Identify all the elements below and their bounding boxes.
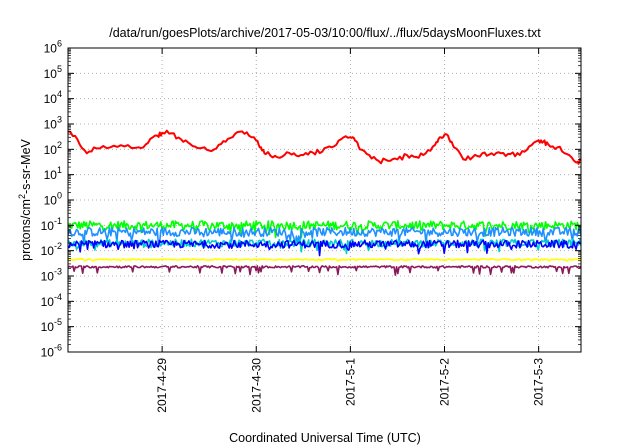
y-tick-label: 104 [44, 89, 62, 106]
series-line [68, 220, 581, 239]
y-tick-label: 10-5 [41, 317, 62, 334]
y-tick-label: 10-2 [41, 241, 62, 258]
y-tick-label-base: 10 [44, 118, 58, 132]
y-tick-label: 10-6 [41, 343, 62, 360]
y-tick-label-exp: -3 [54, 267, 62, 277]
series-line [68, 129, 581, 165]
series-group [68, 129, 581, 276]
y-axis: 10610510410310210110010-110-210-310-410-… [41, 39, 581, 360]
series-line [68, 265, 581, 276]
y-tick-label-exp: 2 [57, 140, 62, 150]
y-tick-label-exp: -2 [54, 241, 62, 251]
y-tick-label-base: 10 [41, 320, 55, 334]
y-tick-label: 101 [44, 165, 62, 182]
series-line [68, 239, 581, 257]
x-axis: 2017-4-29 2017-4-30 2017-5-1 2017-5-2 2017-5… [155, 48, 546, 413]
y-tick-label-base: 10 [41, 295, 55, 309]
x-tick-label: 2017-5-3 [532, 358, 546, 406]
x-tick-label: 2017-5-2 [438, 358, 452, 406]
series-line [68, 226, 581, 247]
y-tick-label: 10-3 [41, 267, 62, 284]
y-tick-label-base: 10 [44, 168, 58, 182]
y-tick-label-base: 10 [44, 194, 58, 208]
y-tick-label: 102 [44, 140, 62, 157]
y-tick-label-exp: -5 [54, 317, 62, 327]
y-tick-label-exp: 1 [57, 165, 62, 175]
y-tick-label: 10-1 [41, 216, 62, 233]
y-tick-label-base: 10 [41, 270, 55, 284]
x-tick-label: 2017-5-1 [343, 358, 357, 406]
y-tick-label-base: 10 [44, 42, 58, 56]
y-tick-label-exp: -4 [54, 292, 62, 302]
chart-title: /data/run/goesPlots/archive/2017-05-03/1… [109, 26, 541, 40]
y-tick-label-base: 10 [41, 219, 55, 233]
y-tick-label-exp: 0 [57, 191, 62, 201]
y-axis-label: protons/cm2-s-sr-MeV [17, 138, 33, 260]
y-axis-label-base: protons/cm [19, 199, 33, 261]
y-tick-label-base: 10 [41, 346, 55, 360]
y-tick-label-base: 10 [44, 92, 58, 106]
y-tick-label-exp: 4 [57, 89, 62, 99]
x-axis-label: Coordinated Universal Time (UTC) [229, 431, 421, 445]
y-tick-label-exp: 6 [57, 39, 62, 49]
y-tick-label: 100 [44, 191, 62, 208]
y-tick-label: 10-4 [41, 292, 62, 309]
grid [68, 48, 581, 352]
series-line [68, 258, 581, 262]
y-tick-label-exp: -1 [54, 216, 62, 226]
y-tick-label: 106 [44, 39, 62, 56]
y-axis-label-rest: -s-sr-MeV [19, 138, 33, 194]
x-tick-label: 2017-4-30 [249, 358, 263, 413]
x-tick-label: 2017-4-29 [155, 358, 169, 413]
y-tick-label-base: 10 [41, 244, 55, 258]
y-tick-label-exp: 5 [57, 64, 62, 74]
y-tick-label-base: 10 [44, 143, 58, 157]
y-tick-label: 105 [44, 64, 62, 81]
y-axis-label-sup: 2 [17, 194, 27, 199]
y-tick-label-exp: 3 [57, 115, 62, 125]
y-tick-label-exp: -6 [54, 343, 62, 353]
y-tick-label: 103 [44, 115, 62, 132]
y-tick-label-base: 10 [44, 67, 58, 81]
